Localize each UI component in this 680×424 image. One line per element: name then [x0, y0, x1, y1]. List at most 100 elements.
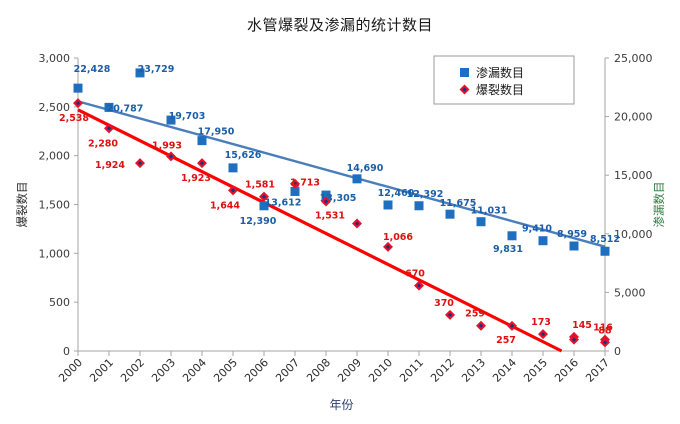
left-axis-tick-label: 0 — [63, 345, 70, 358]
burst-data-label: 370 — [434, 298, 454, 309]
leak-data-label: 20,787 — [107, 103, 144, 114]
leak-data-point — [569, 241, 579, 251]
burst-data-point-center — [292, 181, 298, 186]
burst-data-label: 259 — [465, 309, 485, 320]
leak-data-label: 13,305 — [320, 193, 357, 204]
x-axis-tick-label: 2001 — [87, 356, 116, 385]
burst-data-label: 1,923 — [181, 173, 211, 184]
burst-trendline — [77, 108, 563, 353]
burst-data-label: 2,280 — [88, 138, 118, 149]
burst-data-point-center — [168, 154, 174, 159]
leak-data-point — [383, 200, 393, 210]
leak-data-point — [352, 174, 362, 184]
legend-label-leak: 渗漏数目 — [476, 65, 524, 80]
burst-data-point-center — [230, 188, 236, 193]
burst-data-point-center — [447, 312, 453, 317]
x-axis-title: 年份 — [329, 398, 353, 412]
burst-data-point-center — [354, 221, 360, 226]
right-axis-tick-label: 25,000 — [614, 52, 653, 65]
leak-data-label: 15,626 — [225, 150, 262, 161]
leak-data-point — [538, 236, 548, 246]
leak-data-point — [414, 201, 424, 211]
legend-box — [433, 55, 575, 105]
x-axis-tick-label: 2013 — [459, 356, 488, 385]
right-axis-title: 渗漏数目 — [652, 182, 666, 228]
burst-data-label: 1,713 — [290, 178, 320, 189]
x-axis-tick-label: 2017 — [583, 356, 612, 385]
x-axis-tick-label: 2011 — [397, 356, 426, 385]
left-axis-tick-label: 2,000 — [39, 150, 71, 163]
leak-data-point — [197, 136, 207, 146]
right-axis-tick-label: 10,000 — [614, 228, 653, 241]
x-axis-tick-label: 2002 — [118, 356, 147, 385]
leak-data-label: 14,690 — [347, 163, 384, 174]
burst-data-label: 1,924 — [95, 160, 125, 171]
x-axis-tick-label: 2012 — [428, 356, 457, 385]
leak-data-label: 9,831 — [493, 244, 523, 255]
leak-data-label: 12,392 — [407, 189, 444, 200]
legend-marker-leak — [460, 68, 469, 77]
leak-data-point — [259, 201, 269, 211]
x-axis-tick-label: 2016 — [552, 356, 581, 385]
leak-data-label: 22,428 — [74, 64, 111, 75]
x-axis-tick-label: 2007 — [273, 356, 302, 385]
legend-marker-burst-center — [462, 87, 467, 92]
leak-data-label: 11,675 — [440, 198, 477, 209]
burst-data-point-center — [416, 283, 422, 288]
burst-data-point-center — [509, 323, 515, 328]
burst-data-point-center — [261, 194, 267, 199]
burst-data-label: 1,993 — [152, 140, 182, 151]
leak-data-label: 8,512 — [590, 234, 620, 245]
burst-data-label: 88 — [598, 325, 612, 336]
leak-data-label: 13,612 — [265, 197, 302, 208]
chart-title: 水管爆裂及渗漏的统计数目 — [246, 16, 433, 34]
x-axis-tick-label: 2009 — [335, 356, 364, 385]
x-axis-tick-label: 2006 — [242, 356, 271, 385]
left-axis-tick-label: 1,500 — [39, 199, 71, 212]
burst-data-label: 670 — [405, 269, 425, 280]
leak-data-label: 12,460 — [378, 188, 415, 199]
right-axis-tick-label: 0 — [614, 345, 621, 358]
x-axis-tick-label: 2000 — [56, 356, 85, 385]
left-axis-tick-label: 2,500 — [39, 101, 71, 114]
right-axis-tick-label: 20,000 — [614, 111, 653, 124]
leak-data-label: 19,703 — [169, 111, 206, 122]
leak-data-point — [290, 186, 300, 196]
leak-data-point — [104, 102, 114, 112]
leak-data-point — [135, 68, 145, 78]
leak-data-label: 11,031 — [471, 206, 508, 217]
x-axis-tick-label: 2010 — [366, 356, 395, 385]
leak-trendline — [77, 100, 606, 248]
burst-data-label: 1,531 — [315, 210, 345, 221]
burst-data-point-center — [137, 160, 143, 166]
right-axis-tick-label: 5,000 — [614, 286, 646, 299]
leak-data-point — [321, 190, 331, 200]
leak-data-point — [507, 231, 517, 241]
legend-label-burst: 爆裂数目 — [476, 82, 524, 97]
leak-data-label: 12,390 — [240, 216, 277, 227]
burst-data-label: 116 — [593, 323, 613, 334]
burst-data-point-center — [540, 332, 546, 337]
leak-data-label: 9,410 — [522, 224, 552, 235]
right-axis-tick-label: 15,000 — [614, 169, 653, 182]
leak-data-point — [445, 209, 455, 219]
burst-data-point-center — [602, 340, 608, 345]
leak-data-label: 8,959 — [557, 229, 587, 240]
plot-area — [78, 58, 605, 351]
x-axis-tick-label: 2005 — [211, 356, 240, 385]
x-axis-tick-label: 2014 — [490, 356, 519, 385]
burst-data-point-center — [571, 337, 577, 342]
burst-data-label: 173 — [531, 317, 551, 328]
x-axis-tick-label: 2008 — [304, 356, 333, 385]
burst-data-label: 145 — [572, 320, 592, 331]
burst-data-label: 1,066 — [383, 232, 413, 243]
x-axis-tick-label: 2004 — [180, 356, 209, 385]
burst-data-point-center — [323, 199, 329, 204]
left-axis-tick-label: 3,000 — [39, 52, 71, 65]
burst-data-point-center — [385, 244, 391, 249]
leak-data-point — [166, 115, 176, 125]
leak-data-label: 23,729 — [138, 64, 175, 75]
x-axis-tick-label: 2003 — [149, 356, 178, 385]
